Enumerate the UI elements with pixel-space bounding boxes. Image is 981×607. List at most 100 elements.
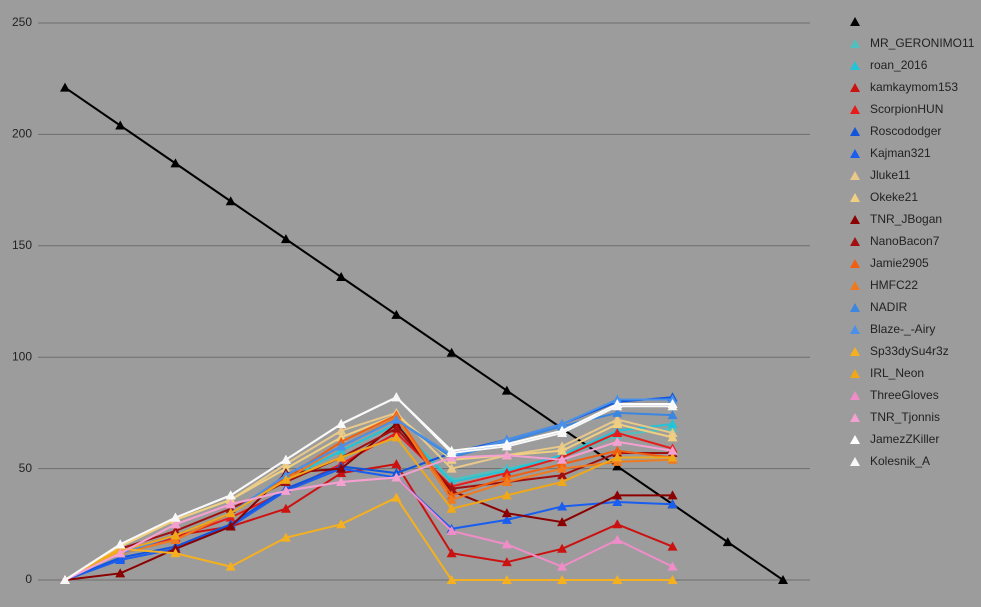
point-marker bbox=[667, 541, 678, 551]
legend-marker bbox=[850, 127, 860, 136]
point-marker bbox=[501, 385, 512, 395]
series bbox=[60, 436, 678, 584]
point-marker bbox=[612, 401, 623, 411]
legend-marker bbox=[850, 237, 860, 246]
point-marker bbox=[170, 548, 181, 558]
legend-label: NanoBacon7 bbox=[870, 234, 940, 248]
point-marker bbox=[501, 450, 512, 460]
point-marker bbox=[280, 474, 291, 484]
legend-label: ScorpionHUN bbox=[870, 102, 943, 116]
point-marker bbox=[501, 508, 512, 518]
point-marker bbox=[225, 499, 236, 509]
legend-marker bbox=[850, 303, 860, 312]
point-marker bbox=[170, 512, 181, 522]
point-marker bbox=[667, 499, 678, 509]
point-marker bbox=[612, 445, 623, 455]
series bbox=[60, 407, 678, 584]
legend-label: JamezZKiller bbox=[870, 432, 939, 446]
series bbox=[60, 463, 678, 584]
point-marker bbox=[280, 454, 291, 464]
series bbox=[60, 459, 678, 584]
legend-marker bbox=[850, 215, 860, 224]
legend-label: ThreeGloves bbox=[870, 388, 939, 402]
point-marker bbox=[391, 423, 402, 433]
point-marker bbox=[612, 497, 623, 507]
legend-label: kamkaymom153 bbox=[870, 80, 958, 94]
legend-marker bbox=[850, 457, 860, 466]
series bbox=[60, 392, 678, 584]
point-marker bbox=[225, 521, 236, 531]
point-marker bbox=[501, 514, 512, 524]
point-marker bbox=[60, 82, 70, 92]
point-marker bbox=[667, 490, 678, 500]
legend-label: NADIR bbox=[870, 300, 908, 314]
point-marker bbox=[115, 548, 126, 558]
legend-label: roan_2016 bbox=[870, 58, 928, 72]
legend-label: Jluke11 bbox=[870, 168, 911, 182]
series-line bbox=[64, 416, 673, 581]
point-marker bbox=[336, 271, 347, 281]
series bbox=[60, 82, 788, 584]
y-tick-label: 50 bbox=[19, 461, 33, 475]
point-marker bbox=[225, 508, 236, 518]
point-marker bbox=[557, 476, 568, 486]
series bbox=[60, 432, 678, 584]
series-line bbox=[64, 396, 673, 581]
point-marker bbox=[280, 532, 291, 542]
y-tick-label: 250 bbox=[12, 15, 32, 29]
point-marker bbox=[225, 561, 236, 571]
point-marker bbox=[557, 501, 568, 511]
legend-marker bbox=[850, 171, 860, 180]
y-tick-label: 100 bbox=[12, 349, 32, 363]
legend-marker bbox=[850, 83, 860, 92]
point-marker bbox=[612, 490, 623, 500]
legend-marker bbox=[850, 17, 860, 26]
point-marker bbox=[667, 419, 678, 429]
legend-marker bbox=[850, 391, 860, 400]
point-marker bbox=[391, 392, 402, 402]
point-marker bbox=[612, 436, 623, 446]
legend-label: MR_GERONIMO11 bbox=[870, 36, 975, 50]
point-marker bbox=[280, 485, 291, 495]
point-marker bbox=[667, 575, 678, 584]
legend-marker bbox=[850, 369, 860, 378]
point-marker bbox=[501, 441, 512, 451]
point-marker bbox=[115, 568, 126, 578]
point-marker bbox=[336, 452, 347, 462]
point-marker bbox=[612, 427, 623, 437]
point-marker bbox=[667, 432, 678, 442]
legend-marker bbox=[850, 435, 860, 444]
series-line bbox=[64, 436, 673, 581]
point-marker bbox=[778, 575, 788, 584]
point-marker bbox=[612, 452, 623, 462]
point-marker bbox=[446, 494, 457, 504]
point-marker bbox=[391, 309, 402, 319]
point-marker bbox=[612, 519, 623, 529]
point-marker bbox=[391, 414, 402, 424]
point-marker bbox=[557, 470, 568, 480]
point-marker bbox=[60, 575, 70, 584]
point-marker bbox=[115, 120, 126, 130]
point-marker bbox=[446, 347, 457, 357]
point-marker bbox=[557, 561, 568, 571]
legend-marker bbox=[850, 193, 860, 202]
point-marker bbox=[446, 463, 457, 473]
legend-marker bbox=[850, 259, 860, 268]
legend-marker bbox=[850, 413, 860, 422]
point-marker bbox=[446, 448, 457, 458]
point-marker bbox=[557, 427, 568, 437]
legend-marker bbox=[850, 61, 860, 70]
point-marker bbox=[446, 525, 457, 535]
y-tick-label: 200 bbox=[12, 127, 32, 141]
point-marker bbox=[225, 196, 236, 206]
point-marker bbox=[336, 425, 347, 435]
series-line bbox=[64, 413, 673, 581]
legend-label: TNR_JBogan bbox=[870, 212, 942, 226]
point-marker bbox=[612, 534, 623, 544]
series-line bbox=[64, 86, 784, 581]
series-line bbox=[64, 440, 673, 581]
y-tick-label: 150 bbox=[12, 238, 32, 252]
legend-label: IRL_Neon bbox=[870, 366, 924, 380]
point-marker bbox=[557, 517, 568, 527]
series-line bbox=[64, 463, 673, 581]
